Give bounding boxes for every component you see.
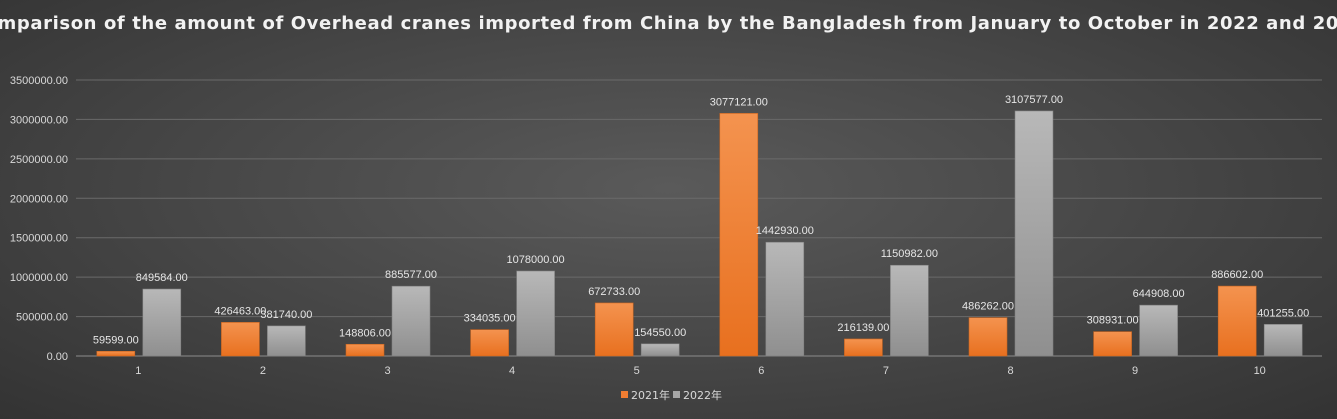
data-label: 148806.00	[339, 327, 391, 339]
data-label: 3107577.00	[1005, 94, 1063, 106]
data-label: 401255.00	[1257, 307, 1309, 319]
data-label: 1150982.00	[881, 248, 938, 260]
x-tick-label: 1	[135, 365, 141, 377]
x-axis: 1 2 3 4 5 6 7 8 9 10	[135, 365, 1266, 377]
data-label: 59599.00	[93, 334, 139, 346]
bar-2021-3	[345, 343, 385, 357]
y-axis: 0.00 500000.00 1000000.00 1500000.00 2000000…	[10, 75, 68, 363]
bar-2022-8	[1014, 110, 1054, 357]
data-label: 885577.00	[385, 269, 437, 281]
data-label: 3077121.00	[710, 96, 768, 108]
bar-2021-7	[844, 338, 883, 357]
legend-swatch	[621, 391, 628, 398]
data-label: 154550.00	[634, 327, 686, 339]
chart-title: Comparison of the amount of Overhead cra…	[0, 13, 1337, 34]
bar-2021-8	[968, 317, 1008, 357]
y-tick-label: 2500000.00	[10, 154, 68, 166]
y-tick-label: 500000.00	[16, 312, 68, 324]
bar-2021-6	[719, 113, 759, 357]
data-label: 672733.00	[588, 286, 640, 298]
bar-2021-10	[1217, 285, 1257, 357]
x-tick-label: 3	[384, 365, 390, 377]
data-label: 308931.00	[1087, 315, 1139, 327]
bar-2021-1	[96, 351, 136, 357]
data-label: 1442930.00	[756, 225, 814, 237]
x-tick-label: 4	[509, 365, 515, 377]
data-label: 849584.00	[136, 272, 188, 284]
y-tick-label: 1500000.00	[10, 233, 68, 245]
bar-2022-6	[765, 241, 805, 357]
legend-swatch	[673, 391, 680, 398]
bar-2022-2	[267, 325, 306, 357]
legend-label: 2022年	[683, 388, 722, 402]
x-tick-label: 5	[634, 365, 640, 377]
bar-2022-10	[1263, 324, 1303, 357]
y-tick-label: 3500000.00	[10, 75, 68, 87]
data-label: 886602.00	[1211, 269, 1263, 281]
bar-2022-7	[890, 264, 929, 357]
y-tick-label: 1000000.00	[10, 272, 68, 284]
y-tick-label: 0.00	[47, 351, 68, 363]
data-label: 426463.00	[214, 305, 266, 317]
bar-2022-3	[391, 285, 431, 357]
x-tick-label: 2	[260, 365, 266, 377]
x-tick-label: 7	[883, 365, 889, 377]
data-label: 216139.00	[837, 322, 889, 334]
x-tick-label: 8	[1007, 365, 1013, 377]
data-label: 486262.00	[962, 301, 1014, 313]
bar-2021-2	[221, 322, 260, 357]
bars	[96, 110, 1303, 357]
x-tick-label: 10	[1254, 365, 1266, 377]
data-label: 1078000.00	[507, 254, 565, 266]
legend-label: 2021年	[631, 388, 670, 402]
legend: 2021年 2022年	[621, 388, 722, 402]
y-tick-label: 2000000.00	[10, 193, 68, 205]
bar-2022-1	[142, 288, 182, 357]
bar-2021-9	[1093, 331, 1132, 357]
gridlines	[76, 79, 1322, 357]
bar-2022-4	[516, 270, 555, 357]
bar-2021-4	[470, 329, 509, 357]
x-tick-label: 9	[1132, 365, 1138, 377]
bar-2022-5	[640, 343, 680, 357]
x-tick-label: 6	[758, 365, 764, 377]
data-label: 334035.00	[464, 313, 516, 325]
data-label: 381740.00	[260, 309, 312, 321]
bar-2022-9	[1139, 304, 1178, 357]
bar-2021-5	[594, 302, 634, 357]
y-tick-label: 3000000.00	[10, 114, 68, 126]
data-label: 644908.00	[1133, 288, 1185, 300]
